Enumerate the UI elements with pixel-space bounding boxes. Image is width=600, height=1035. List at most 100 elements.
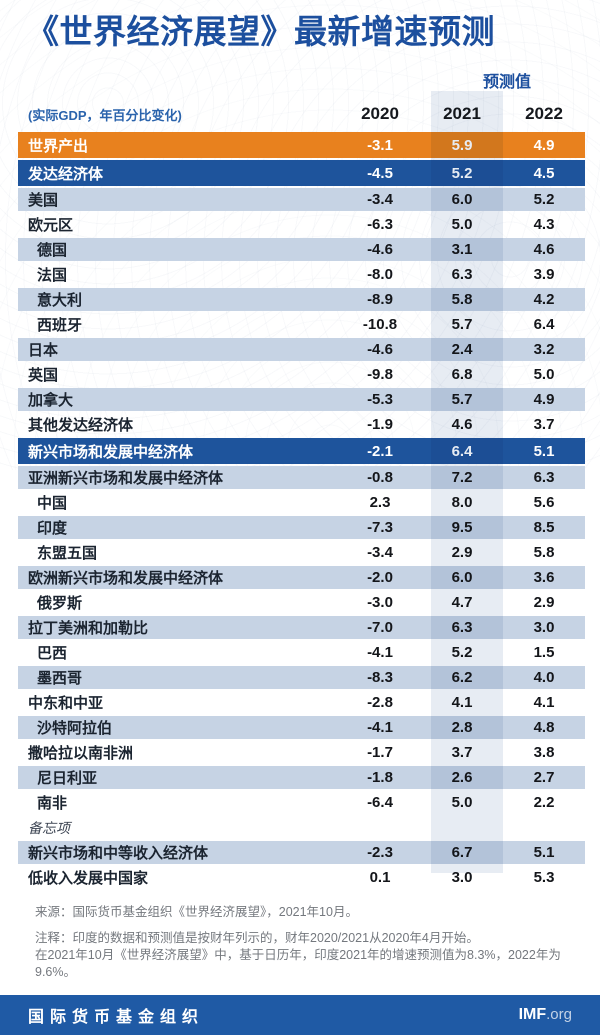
value-2020: -1.9 [367, 416, 393, 433]
row-label: 英国 [28, 367, 59, 384]
table-row: 亚洲新兴市场和发展中经济体 -0.8 7.2 6.3 [18, 466, 585, 489]
row-label: 世界产出 [28, 137, 89, 155]
table-row: 中国 2.3 8.0 5.6 [18, 491, 585, 514]
value-2020: -6.3 [367, 216, 393, 233]
value-2022: 3.7 [533, 416, 555, 433]
table-row: 印度 -7.3 9.5 8.5 [18, 516, 585, 539]
value-2021: 3.7 [451, 744, 473, 761]
value-2021: 2.4 [451, 341, 473, 358]
table-header: (实际GDP，年百分比变化) 2020 2021 2022 [18, 101, 585, 127]
table-row: 德国 -4.6 3.1 4.6 [18, 238, 585, 261]
row-label: 新兴市场和中等收入经济体 [28, 845, 209, 862]
row-label: 印度 [37, 520, 68, 537]
page-title: 《世界经济展望》最新增速预测 [26, 13, 495, 50]
value-2022: 4.9 [533, 391, 555, 408]
value-2021: 4.7 [451, 594, 473, 611]
value-2020: -8.0 [367, 266, 393, 283]
imf-org-suffix: .org [546, 1006, 572, 1023]
value-2021: 6.0 [451, 191, 473, 208]
row-label: 德国 [37, 242, 68, 259]
value-2020: -0.8 [367, 469, 393, 486]
table-row: 南非 -6.4 5.0 2.2 [18, 791, 585, 814]
table-row: 美国 -3.4 6.0 5.2 [18, 188, 585, 211]
forecast-values-label: 预测值 [482, 74, 531, 91]
row-label: 西班牙 [37, 317, 83, 334]
value-2021: 2.9 [451, 544, 473, 561]
imf-org-link[interactable]: IMF.org [519, 1006, 572, 1024]
value-2022: 3.8 [533, 744, 555, 761]
row-label: 撒哈拉以南非洲 [28, 745, 134, 762]
table-row: 东盟五国 -3.4 2.9 5.8 [18, 541, 585, 564]
row-label: 中国 [37, 495, 68, 512]
table-row: 新兴市场和发展中经济体 -2.1 6.4 5.1 [18, 438, 585, 464]
source-note: 来源：国际货币基金组织《世界经济展望》，2021年10月。 [35, 905, 358, 919]
row-label: 东盟五国 [37, 545, 98, 562]
value-2021: 5.0 [451, 216, 473, 233]
table-subtitle: (实际GDP，年百分比变化) [28, 107, 182, 123]
row-label: 低收入发展中国家 [28, 870, 149, 887]
table-rows: 世界产出 -3.1 5.9 4.9 发达经济体 -4.5 5.2 4.5 美国 -3.4 6.0 5.… [18, 132, 585, 889]
value-2022: 3.0 [533, 619, 555, 636]
value-2021: 6.4 [451, 442, 473, 460]
row-label: 日本 [28, 342, 59, 359]
value-2021: 5.8 [451, 291, 473, 308]
value-2022: 5.2 [533, 191, 555, 208]
row-label: 欧元区 [28, 217, 74, 234]
value-2022: 4.0 [533, 669, 555, 686]
value-2022: 2.2 [533, 794, 555, 811]
value-2020: -2.1 [367, 442, 393, 460]
value-2021: 6.3 [451, 266, 473, 283]
table-row: 西班牙 -10.8 5.7 6.4 [18, 313, 585, 336]
value-2020: -4.6 [367, 241, 393, 258]
value-2022: 2.7 [533, 769, 555, 786]
table-row: 中东和中亚 -2.8 4.1 4.1 [18, 691, 585, 714]
table-row: 欧元区 -6.3 5.0 4.3 [18, 213, 585, 236]
growth-table: (实际GDP，年百分比变化) 2020 2021 2022 世界产出 -3.1 5.… [18, 101, 585, 891]
value-2021: 3.0 [451, 869, 473, 886]
value-2022: 5.6 [533, 494, 555, 511]
value-2022: 4.5 [533, 164, 555, 182]
row-label: 沙特阿拉伯 [37, 720, 113, 737]
row-label: 俄罗斯 [37, 595, 83, 612]
row-label: 亚洲新兴市场和发展中经济体 [28, 470, 224, 487]
value-2022: 5.3 [533, 869, 555, 886]
value-2020: 0.1 [369, 869, 391, 886]
value-2020: -2.0 [367, 569, 393, 586]
value-2021: 6.2 [451, 669, 473, 686]
value-2021: 5.2 [451, 644, 473, 661]
value-2022: 4.1 [533, 694, 555, 711]
value-2020: -4.1 [367, 719, 393, 736]
value-2020: -2.3 [367, 844, 393, 861]
footnote-line-1: 注释：印度的数据和预测值是按财年列示的，财年2020/2021从2020年4月开… [35, 931, 479, 945]
table-row: 新兴市场和中等收入经济体 -2.3 6.7 5.1 [18, 841, 585, 864]
value-2020: -10.8 [362, 316, 398, 333]
value-2022: 2.9 [533, 594, 555, 611]
table-row: 低收入发展中国家 0.1 3.0 5.3 [18, 866, 585, 889]
value-2022: 5.8 [533, 544, 555, 561]
value-2021: 6.3 [451, 619, 473, 636]
value-2020: -3.1 [367, 136, 393, 154]
row-label: 意大利 [37, 292, 83, 309]
value-2021: 6.8 [451, 366, 473, 383]
value-2020: -8.3 [367, 669, 393, 686]
value-2020: -5.3 [367, 391, 393, 408]
row-label: 墨西哥 [37, 670, 83, 687]
value-2022: 4.3 [533, 216, 555, 233]
table-row: 尼日利亚 -1.8 2.6 2.7 [18, 766, 585, 789]
table-row: 发达经济体 -4.5 5.2 4.5 [18, 160, 585, 186]
value-2020: -3.4 [367, 191, 393, 208]
table-row: 英国 -9.8 6.8 5.0 [18, 363, 585, 386]
value-2020: 2.3 [369, 494, 391, 511]
value-2020: -8.9 [367, 291, 393, 308]
table-row: 世界产出 -3.1 5.9 4.9 [18, 132, 585, 158]
footer-org-name: 国际货币基金组织 [28, 1009, 205, 1026]
value-2020: -3.0 [367, 594, 393, 611]
value-2021: 2.8 [451, 719, 473, 736]
value-2022: 5.0 [533, 366, 555, 383]
footnotes: 来源：国际货币基金组织《世界经济展望》，2021年10月。 注释：印度的数据和预… [35, 904, 575, 981]
value-2021: 5.0 [451, 794, 473, 811]
table-row: 加拿大 -5.3 5.7 4.9 [18, 388, 585, 411]
value-2020: -2.8 [367, 694, 393, 711]
table-row: 意大利 -8.9 5.8 4.2 [18, 288, 585, 311]
row-label: 加拿大 [28, 392, 74, 409]
